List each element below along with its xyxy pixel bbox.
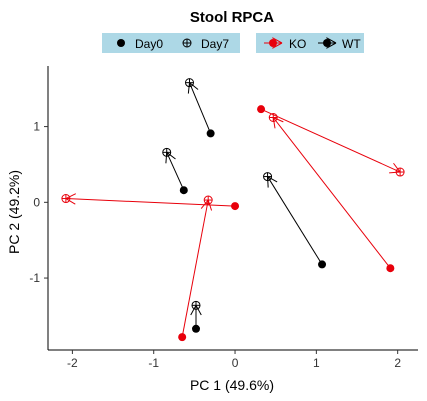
- wt-arrow: [187, 82, 212, 134]
- ko-day0-point: [386, 264, 395, 273]
- legend-ko-dot: [269, 39, 277, 47]
- wt-day0-point: [318, 260, 327, 269]
- ko-day0-point: [231, 202, 240, 211]
- x-tick-label: -2: [67, 356, 78, 370]
- wt-day7-point: [263, 172, 273, 182]
- ko-arrow: [65, 193, 236, 207]
- ko-day0-point: [178, 333, 187, 342]
- x-tick-label: -1: [148, 356, 159, 370]
- wt-day7-point: [162, 147, 172, 157]
- ko-arrow: [272, 117, 391, 269]
- ko-day7-point: [268, 112, 278, 122]
- y-tick-label: -1: [29, 271, 40, 285]
- wt-day0-point: [192, 324, 200, 333]
- wt-day7-point: [184, 78, 194, 88]
- axes: -2 -1 0 1 2 -1 0 1: [29, 66, 418, 370]
- legend: Day0 Day7 KO WT: [102, 33, 364, 53]
- wt-day7-point: [191, 300, 201, 310]
- legend-label-ko: KO: [289, 37, 306, 51]
- x-axis-title: PC 1 (49.6%): [190, 377, 274, 393]
- legend-label-wt: WT: [342, 37, 361, 51]
- ko-day7-point: [61, 194, 71, 204]
- ko-arrow: [181, 199, 213, 338]
- x-tick-label: 1: [313, 356, 320, 370]
- x-tick-label: 2: [394, 356, 401, 370]
- ko-day7-point: [395, 167, 405, 177]
- legend-day7-marker: [182, 38, 192, 48]
- chart-title: Stool RPCA: [190, 9, 274, 26]
- y-axis-title: PC 2 (49.2%): [6, 170, 22, 254]
- legend-timepoint-box: [102, 33, 240, 53]
- wt-day0-point: [179, 186, 188, 195]
- legend-label-day7: Day7: [201, 37, 229, 51]
- ko-day7-point: [203, 195, 213, 205]
- data-marks: [61, 78, 405, 342]
- wt-arrow: [165, 151, 185, 191]
- legend-wt-dot: [323, 39, 331, 47]
- legend-group-box: [256, 33, 364, 53]
- ko-arrow: [260, 108, 401, 174]
- x-tick-label: 0: [232, 356, 239, 370]
- wt-day0-point: [206, 129, 215, 138]
- legend-day0-marker: [117, 39, 125, 47]
- ko-day0-point: [257, 105, 266, 114]
- y-tick-label: 1: [33, 120, 40, 134]
- y-tick-label: 0: [33, 195, 40, 209]
- wt-arrow: [267, 176, 323, 265]
- legend-label-day0: Day0: [135, 37, 163, 51]
